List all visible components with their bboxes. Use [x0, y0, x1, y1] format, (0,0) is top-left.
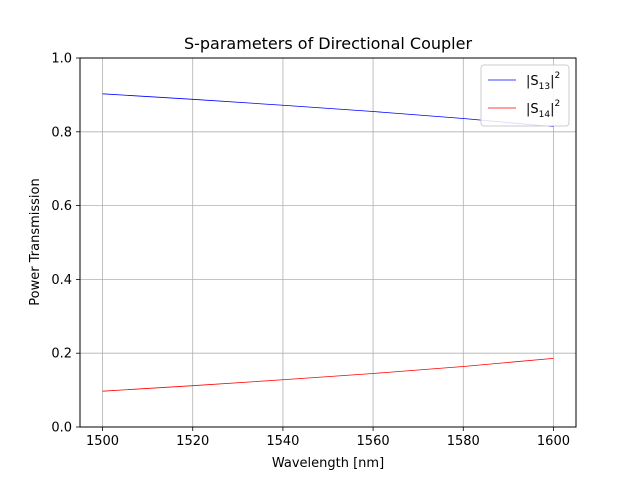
y-tick-label: 0.8	[51, 125, 72, 140]
x-tick-label: 1540	[266, 434, 299, 449]
y-axis-label: Power Transmission	[28, 178, 43, 305]
grid	[80, 57, 576, 428]
y-tick-label: 0.6	[51, 199, 72, 214]
y-tick-label: 0.0	[51, 421, 72, 436]
x-tick-label: 1500	[86, 434, 119, 449]
y-tick-label: 0.4	[51, 273, 72, 288]
series-line-1	[102, 93, 554, 128]
axis-ticks: 1500 1520 1540 1560 1580 1600 0.0 0.2 0.4 0.6 0.8 1…	[51, 52, 570, 450]
x-tick-label: 1600	[537, 434, 570, 449]
x-tick-label: 1520	[176, 434, 209, 449]
plot-frame	[79, 57, 577, 428]
y-tick-label: 0.2	[51, 347, 72, 362]
x-axis-label: Wavelength [nm]	[272, 456, 384, 471]
legend: |S13|2 |S14|2	[480, 64, 570, 127]
legend-label-1: |S13|2	[526, 71, 560, 92]
x-tick-label: 1560	[357, 434, 390, 449]
legend-entries: |S13|2 |S14|2	[488, 71, 560, 120]
series-line-2	[102, 357, 554, 392]
series-lines	[102, 93, 554, 392]
y-tick-label: 1.0	[51, 52, 72, 67]
chart-title: S-parameters of Directional Coupler	[184, 34, 472, 53]
legend-label-2: |S14|2	[526, 99, 560, 120]
x-tick-label: 1580	[447, 434, 480, 449]
